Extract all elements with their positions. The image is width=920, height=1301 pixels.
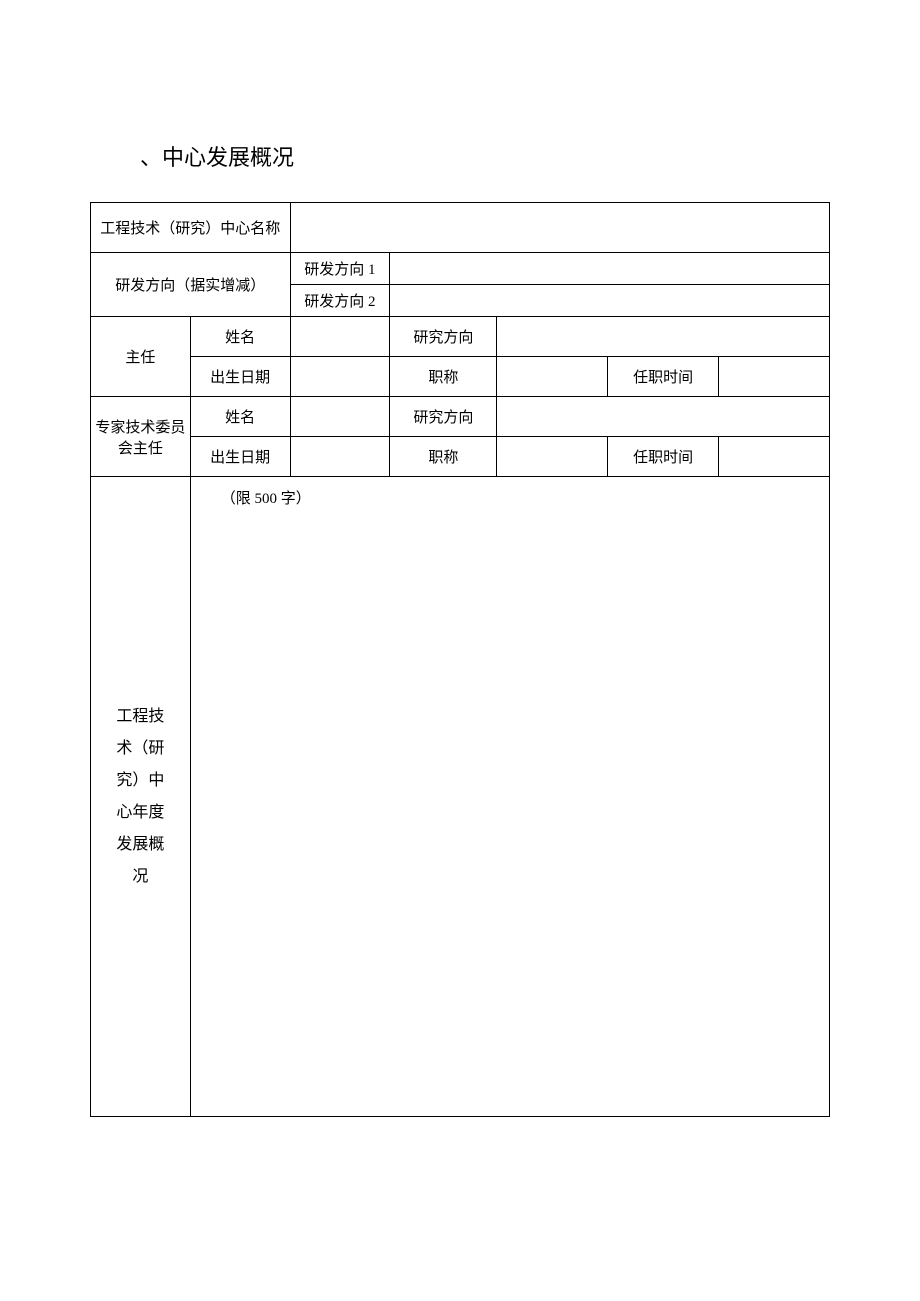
research-direction-1-label: 研发方向 1 — [290, 253, 390, 285]
director-tenure-label: 任职时间 — [608, 357, 719, 397]
committee-title-value — [497, 437, 608, 477]
director-label: 主任 — [91, 317, 191, 397]
director-tenure-value — [719, 357, 830, 397]
committee-name-value — [290, 397, 390, 437]
center-name-label: 工程技术（研究）中心名称 — [91, 203, 291, 253]
committee-birth-value — [290, 437, 390, 477]
committee-director-label: 专家技术委员会主任 — [91, 397, 191, 477]
director-title-label: 职称 — [390, 357, 497, 397]
director-birth-label: 出生日期 — [190, 357, 290, 397]
director-name-value — [290, 317, 390, 357]
committee-research-value — [497, 397, 830, 437]
research-direction-1-value — [390, 253, 830, 285]
director-title-value — [497, 357, 608, 397]
committee-research-label: 研究方向 — [390, 397, 497, 437]
form-table: 工程技术（研究）中心名称 研发方向（据实增减） 研发方向 1 研发方向 2 主任… — [90, 202, 830, 1117]
section-title: 、中心发展概况 — [140, 140, 830, 172]
annual-overview-label: 工程技术（研究）中心年度发展概况 — [91, 477, 191, 1117]
committee-birth-label: 出生日期 — [190, 437, 290, 477]
director-research-value — [497, 317, 830, 357]
committee-tenure-value — [719, 437, 830, 477]
director-birth-value — [290, 357, 390, 397]
committee-title-label: 职称 — [390, 437, 497, 477]
annual-overview-content: （限 500 字） — [190, 477, 829, 1117]
director-research-label: 研究方向 — [390, 317, 497, 357]
research-direction-2-value — [390, 285, 830, 317]
research-direction-2-label: 研发方向 2 — [290, 285, 390, 317]
committee-tenure-label: 任职时间 — [608, 437, 719, 477]
research-direction-label: 研发方向（据实增减） — [91, 253, 291, 317]
director-name-label: 姓名 — [190, 317, 290, 357]
committee-name-label: 姓名 — [190, 397, 290, 437]
center-name-value — [290, 203, 830, 253]
